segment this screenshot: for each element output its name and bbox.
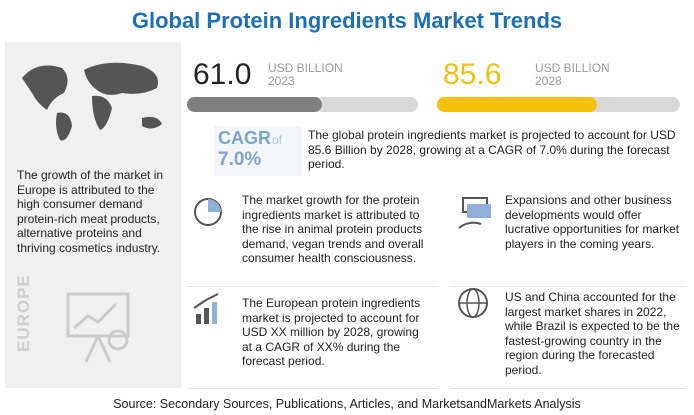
- point-box: [450, 186, 686, 287]
- point-box: [188, 186, 438, 287]
- world-map: [22, 62, 162, 141]
- point-box: [450, 290, 686, 389]
- globe-icon: [458, 288, 488, 318]
- stat-value: 61.0: [193, 58, 252, 91]
- progress-track: [437, 97, 680, 112]
- progress-fill: [187, 97, 322, 112]
- stat-year: 2023: [268, 74, 295, 88]
- point-text: The European protein ingredients market …: [242, 296, 421, 368]
- cagr-value: 7.0%: [218, 149, 262, 170]
- cagr-of: of: [272, 133, 283, 147]
- stat-value: 85.6: [443, 58, 502, 91]
- cagr-box: [214, 126, 302, 176]
- cagr-text: The global protein ingredients market is…: [308, 128, 676, 171]
- region-label: EUROPE: [14, 274, 33, 352]
- pie-icon: [194, 198, 222, 226]
- stat-unit: USD BILLION: [535, 61, 610, 75]
- title: Global Protein Ingredients Market Trends: [131, 8, 563, 33]
- point-text: US and China accounted for the largest m…: [505, 290, 680, 377]
- progress-fill: [437, 97, 597, 112]
- point-text: Expansions and other business developmen…: [505, 193, 680, 251]
- growth-icon: [193, 293, 219, 324]
- source: Source: Secondary Sources, Publications,…: [113, 397, 581, 411]
- point-box: [188, 290, 438, 389]
- progress-track: [187, 97, 418, 112]
- board-icon: [66, 292, 130, 363]
- stat-year: 2028: [535, 74, 562, 88]
- money-icon: [458, 197, 491, 229]
- stat-unit: USD BILLION: [268, 61, 343, 75]
- cagr-label: CAGR: [218, 128, 271, 148]
- point-text: The market growth for the protein ingred…: [242, 193, 424, 265]
- left-text: The growth of the market in Europe is at…: [17, 168, 164, 255]
